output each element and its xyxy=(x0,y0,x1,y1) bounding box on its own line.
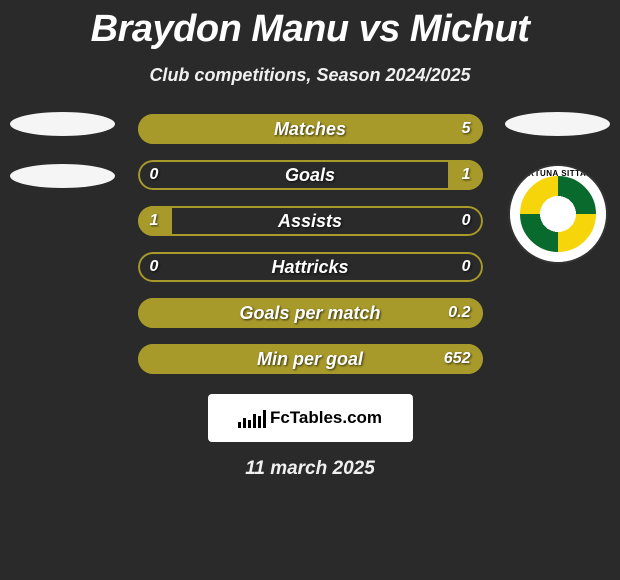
stat-label: Goals xyxy=(138,160,483,190)
right-player-avatar-area: FORTUNA SITTARD xyxy=(505,112,610,264)
stat-value-right: 0.2 xyxy=(448,298,470,328)
stat-row: Min per goal652 xyxy=(138,344,483,374)
stat-value-right: 652 xyxy=(444,344,471,374)
right-club-badge: FORTUNA SITTARD xyxy=(508,164,608,264)
stats-rows: Matches5Goals01Assists10Hattricks00Goals… xyxy=(138,114,483,374)
stat-label: Matches xyxy=(138,114,483,144)
stat-value-right: 0 xyxy=(462,252,471,282)
stat-value-right: 0 xyxy=(462,206,471,236)
stat-row: Goals per match0.2 xyxy=(138,298,483,328)
stat-label: Goals per match xyxy=(138,298,483,328)
right-club-badge-text: FORTUNA SITTARD xyxy=(510,166,606,262)
stat-value-right: 1 xyxy=(462,160,471,190)
footer-brand-text: FcTables.com xyxy=(270,408,382,428)
left-player-avatar-placeholder xyxy=(10,112,115,136)
page-subtitle: Club competitions, Season 2024/2025 xyxy=(0,65,620,86)
stat-row: Matches5 xyxy=(138,114,483,144)
stat-value-left: 0 xyxy=(150,252,159,282)
stat-value-right: 5 xyxy=(462,114,471,144)
page-date: 11 march 2025 xyxy=(0,458,620,480)
footer-brand-box: FcTables.com xyxy=(208,394,413,442)
page-title: Braydon Manu vs Michut xyxy=(0,0,620,51)
left-club-badge-placeholder xyxy=(10,164,115,188)
stat-row: Assists1 0 xyxy=(138,206,483,236)
stat-row: Goals0 1 xyxy=(138,160,483,190)
stat-value-left: 1 xyxy=(150,206,159,236)
footer-bars-icon xyxy=(238,408,266,428)
left-player-avatar-area xyxy=(10,112,115,188)
stat-label: Min per goal xyxy=(138,344,483,374)
stat-label: Hattricks xyxy=(138,252,483,282)
right-player-avatar-placeholder xyxy=(505,112,610,136)
stat-label: Assists xyxy=(138,206,483,236)
stat-value-left: 0 xyxy=(150,160,159,190)
stat-row: Hattricks0 0 xyxy=(138,252,483,282)
